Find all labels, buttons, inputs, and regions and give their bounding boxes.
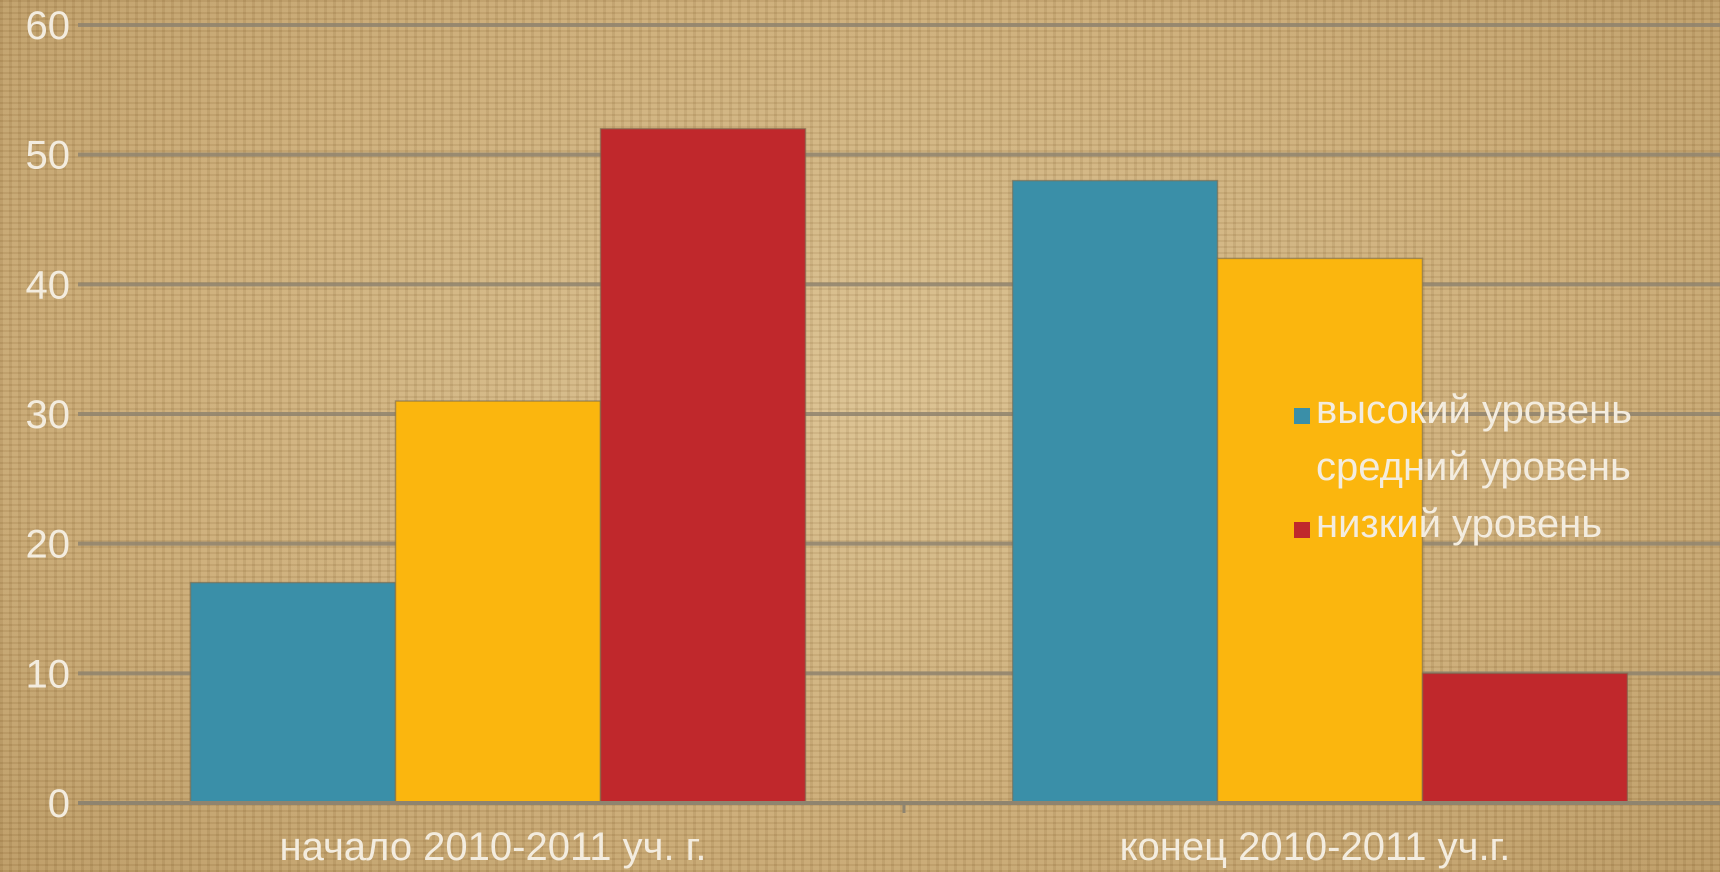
bar-3-2 bbox=[1421, 672, 1629, 804]
legend-swatch bbox=[1294, 408, 1310, 424]
x-axis bbox=[78, 801, 1720, 813]
y-tick-label: 50 bbox=[26, 134, 71, 178]
y-tick-label: 10 bbox=[26, 652, 71, 696]
bar-1-2 bbox=[1011, 179, 1219, 804]
bar-2-2 bbox=[1216, 257, 1424, 804]
category-label: конец 2010-2011 уч.г. bbox=[1120, 825, 1511, 869]
y-axis-ticks: 0 10 20 30 40 50 60 bbox=[26, 4, 71, 826]
legend-label: высокий уровень bbox=[1316, 388, 1632, 432]
legend-label: средний уровень bbox=[1316, 445, 1631, 489]
y-tick-label: 60 bbox=[26, 4, 71, 48]
legend-label: низкий уровень bbox=[1316, 502, 1602, 546]
bar-1-1 bbox=[189, 581, 397, 804]
bars bbox=[189, 127, 1629, 804]
y-tick-label: 0 bbox=[48, 782, 70, 826]
category-labels: начало 2010-2011 уч. г. конец 2010-2011 у… bbox=[279, 825, 1510, 869]
category-label: начало 2010-2011 уч. г. bbox=[279, 825, 706, 869]
gridlines bbox=[78, 23, 1720, 676]
y-tick-label: 40 bbox=[26, 263, 71, 307]
legend-swatch bbox=[1294, 522, 1310, 538]
bar-2-1 bbox=[394, 400, 602, 804]
bar-3-1 bbox=[599, 127, 807, 804]
legend: высокий уровень средний уровень низкий уро… bbox=[1294, 388, 1632, 546]
y-tick-label: 30 bbox=[26, 393, 71, 437]
legend-swatch bbox=[1294, 465, 1310, 481]
y-tick-label: 20 bbox=[26, 523, 71, 567]
